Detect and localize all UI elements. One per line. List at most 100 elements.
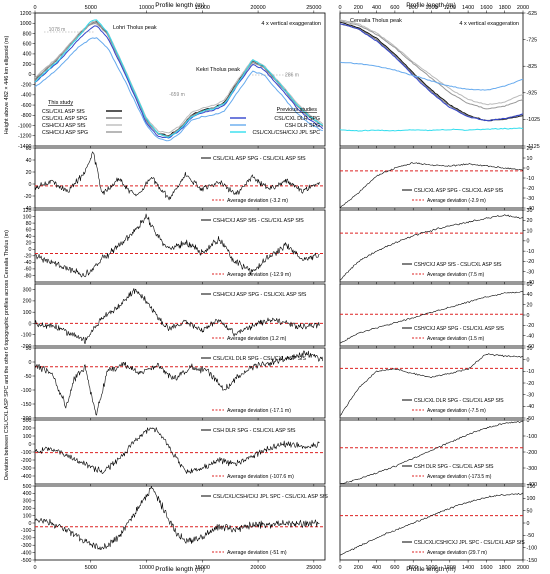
dev1-left-series (34, 151, 320, 201)
dev4-left-avg-label: Average deviation (-17.1 m) (227, 408, 291, 414)
dev3-right-ytick-label: -40 (527, 333, 535, 339)
dev6-right-ytick-label: -100 (527, 545, 538, 551)
dev1-right-series (339, 162, 524, 209)
dev2-right-ytick-label: 0 (527, 239, 530, 245)
dev1-left-ytick-label: 40 (26, 158, 32, 164)
dev6-right-xtick-label: 1000 (425, 565, 437, 571)
right-profile-xtick-label: 0 (338, 5, 341, 11)
right-profile-xtick-label: 2000 (517, 5, 529, 11)
left-profile-ytick-label: -1000 (18, 123, 32, 129)
left-profile-ytick-label: 600 (23, 41, 32, 47)
dev1-left-frame (34, 147, 326, 209)
dev1-left-ytick-label: 20 (26, 170, 32, 176)
right-profile-ytick-label: -825 (527, 64, 538, 70)
dev1-left-ytick-label: 60 (26, 146, 32, 152)
left-profile-ytick-label: 1200 (20, 11, 32, 17)
lohri-peak-label: Lohri Tholus peak (113, 25, 157, 31)
dev5-right-ytick-label: -200 (527, 450, 538, 456)
dev2-left-ytick-label: -20 (24, 254, 32, 260)
left-profile-ytick-label: 800 (23, 31, 32, 37)
dev4-right-legend-label: CSL/CXL DLR SPG - CSL/CXL ASP SfS (414, 398, 504, 404)
dev1-left-legend-label: CSL/CXL ASP SPG - CSL/CXL ASP SfS (213, 156, 306, 162)
dev2-right-ytick-label: 20 (527, 218, 533, 224)
dev6-right-ytick-label: -50 (527, 533, 535, 539)
dev6-left-avg-label: Average deviation (-51 m) (227, 550, 287, 556)
dev6-right-xtick-label: 2000 (517, 565, 529, 571)
dev1-right-ytick-label: 0 (527, 166, 530, 172)
dev5-right-legend-label: CSH DLR SPG - CSL/CXL ASP SfS (414, 464, 494, 470)
dev5-right-series (339, 420, 524, 485)
dev2-right-ytick-label: -20 (527, 259, 535, 265)
dev6-right-ytick-label: -150 (527, 558, 538, 564)
dev3-right-ytick-label: 0 (527, 313, 530, 319)
right-profile-ytick-label: -725 (527, 37, 538, 43)
dev2-left-ytick-label: 20 (26, 241, 32, 247)
dev3-right-series (339, 291, 524, 344)
dev3-left-frame (34, 283, 326, 347)
left-series-2 (34, 20, 324, 134)
right-profile-ytick-label: -1025 (527, 117, 541, 123)
legend-label-4: CSL/CXL DLR SPG (274, 116, 320, 122)
dev5-left-legend-label: CSH DLR SPG - CSL/CXL ASP SfS (213, 428, 296, 434)
dev2-left-ytick-label: -80 (24, 273, 32, 279)
dev4-left-series (34, 350, 324, 416)
dev4-left-ytick-label: 0 (29, 360, 32, 366)
left-profile-ytick-label: 200 (23, 62, 32, 68)
dev6-left-xtick-label: 15000 (195, 565, 210, 571)
right-series-2 (339, 19, 524, 106)
dev5-left-ytick-label: -400 (21, 474, 32, 480)
dev3-right-ytick-label: -20 (527, 323, 535, 329)
dev5-left-ytick-label: 300 (23, 418, 32, 424)
dev3-left-ytick-label: 300 (23, 287, 32, 293)
dev5-right-ytick-label: 0 (527, 418, 530, 424)
dev2-right-legend-label: CSH/CXJ ASP SfS - CSL/CXL ASP SfS (414, 262, 502, 268)
right-profile-xtick-label: 600 (390, 5, 399, 11)
dev6-right-xtick-label: 1400 (462, 565, 474, 571)
dev3-left-ytick-label: 200 (23, 299, 32, 305)
right-series-6 (339, 127, 524, 132)
right-series-1 (339, 22, 524, 122)
dev6-left-ytick-label: -200 (21, 536, 32, 542)
dev2-left-series (34, 213, 320, 278)
previous-heading: Previous studies (277, 107, 318, 113)
legend-label-3: CSH/CXJ ASP SPG (42, 130, 88, 136)
dev6-right-avg-label: Average deviation (29.7 m) (427, 550, 487, 556)
left-series-5 (34, 37, 323, 142)
top-axis-label-left: Profile length (m) (155, 2, 205, 9)
dev3-right-avg-label: Average deviation (1.5 m) (427, 336, 484, 342)
dev6-left-ytick-label: 400 (23, 491, 32, 497)
right-profile-ytick-label: -925 (527, 91, 538, 97)
dev6-left-ytick-label: -300 (21, 543, 32, 549)
left-exaggeration-note: 4 x vertical exaggeration (261, 21, 321, 27)
left-profile-ytick-label: 1000 (20, 21, 32, 27)
dev6-left-ytick-label: 300 (23, 499, 32, 505)
left-profile-xtick-label: 20000 (250, 5, 265, 11)
dev6-left-ytick-label: -400 (21, 550, 32, 556)
dev3-left-ytick-label: -200 (21, 344, 32, 350)
dev4-right-series (339, 353, 524, 416)
left-profile-ytick-label: -800 (21, 113, 32, 119)
dev4-right-ytick-label: -10 (527, 369, 535, 375)
dev6-right-ytick-label: 0 (527, 521, 530, 527)
right-profile-xtick-label: 1200 (444, 5, 456, 11)
dev3-left-ytick-label: 100 (23, 310, 32, 316)
dev6-right-legend-label: CSL/CXL/CSH/CXJ JPL SPC - CSL/CXL ASP Sf… (414, 540, 525, 546)
left-profile-xtick-label: 0 (33, 5, 36, 11)
dev5-right-ytick-label: -300 (527, 466, 538, 472)
dev1-right-ytick-label: -40 (527, 206, 535, 212)
left-profile-ytick-label: -1400 (18, 144, 32, 150)
dev1-left-avg-label: Average deviation (-3.2 m) (227, 198, 288, 204)
dev6-left-series (34, 486, 320, 551)
left-ylabel-bottom: Deviation between CSL/CXL ASP SPC and th… (4, 230, 10, 480)
dev6-left-ytick-label: 500 (23, 484, 32, 490)
right-profile-xtick-label: 1000 (425, 5, 437, 11)
dev4-right-ytick-label: 10 (527, 346, 533, 352)
dev5-right-avg-label: Average deviation (-173.5 m) (427, 474, 492, 480)
dev6-right-ytick-label: 50 (527, 508, 533, 514)
dev1-right-avg-label: Average deviation (-2.9 m) (427, 198, 486, 204)
dev6-right-ytick-label: 100 (527, 496, 536, 502)
this-study-heading: This study (48, 100, 73, 106)
dev2-right-ytick-label: -30 (527, 270, 535, 276)
legend-label-5: CSH DLR SPG (285, 123, 320, 129)
dev6-left-xtick-label: 5000 (85, 565, 97, 571)
